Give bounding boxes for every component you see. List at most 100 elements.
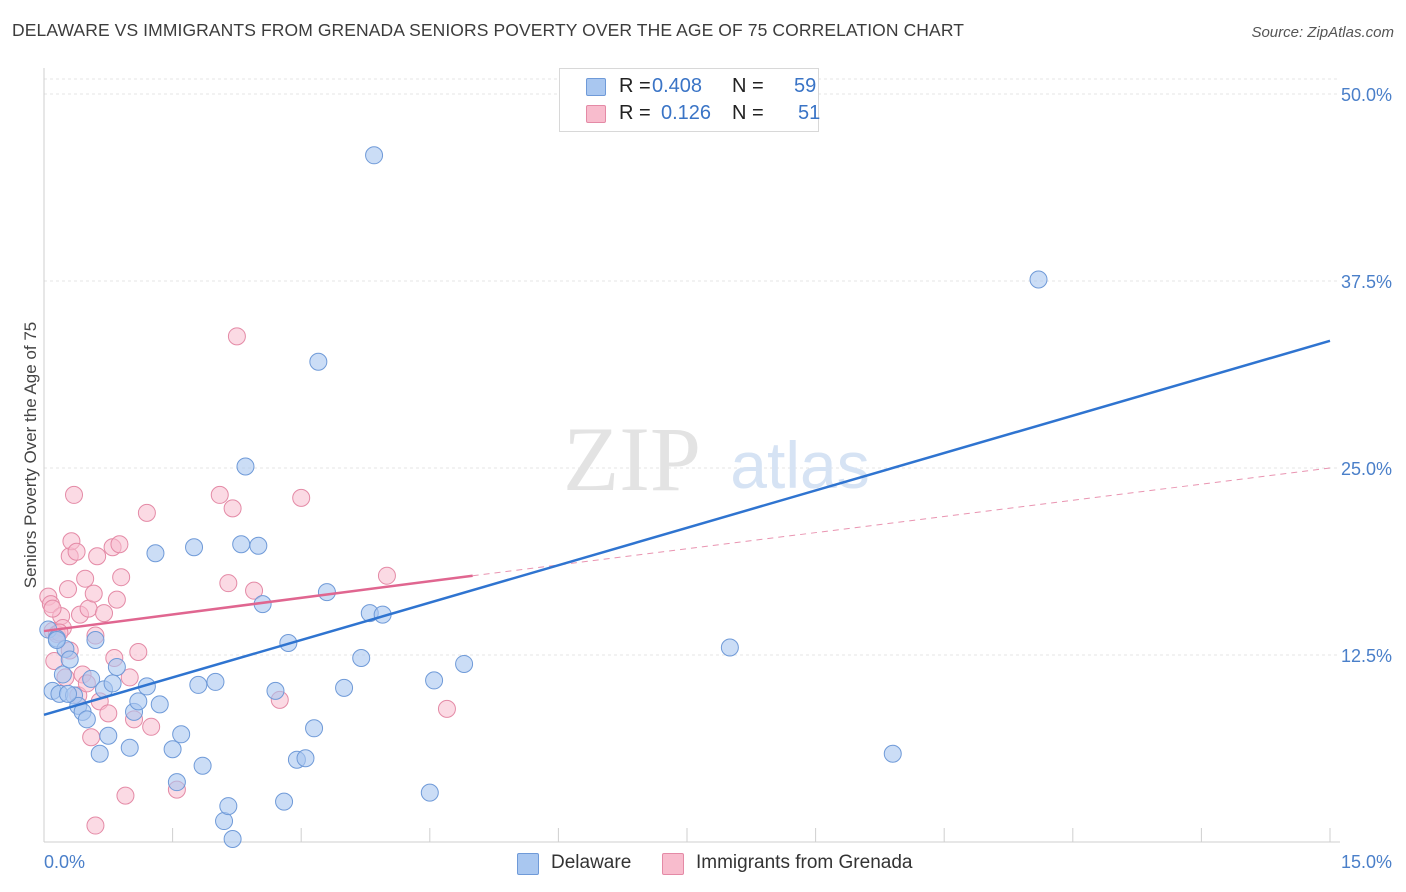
watermark: ZIP atlas [563,408,870,510]
delaware-point [352,648,371,667]
bottom-legend-swatch-delaware [517,853,539,875]
legend-r-value: 0.126 [661,102,712,124]
delaware-point [47,631,66,650]
grenada-point [129,642,148,661]
grenada-point [84,584,103,603]
delaware-point [146,544,165,563]
delaware-point [120,738,139,757]
bottom-legend-swatch-grenada [662,853,684,875]
delaware-point [455,654,474,673]
legend-r-label: R = [619,75,651,97]
delaware-point [425,671,444,690]
legend-r-value: 0.408 [652,75,703,97]
grenada-point [65,485,84,504]
grenada-trend-line [43,574,473,633]
grenada-point [67,542,86,561]
grenada-point [223,499,242,518]
grenada-point [437,699,456,718]
delaware-point [167,773,186,792]
grenada-point [76,569,95,588]
y-tick-label: 25.0% [1341,459,1392,479]
series-delaware-points [39,146,1048,849]
x-tick-label-max: 15.0% [1341,852,1392,872]
grenada-point [116,786,135,805]
delaware-point [223,830,242,849]
x-tick-label-min: 0.0% [44,852,85,872]
delaware-point [82,669,101,688]
series-grenada-points [39,327,456,835]
delaware-point [232,535,251,554]
grenada-point [112,568,131,587]
grenada-point [110,535,129,554]
delaware-point [172,725,191,744]
grenada-point [59,580,78,599]
delaware-point [103,674,122,693]
delaware-point [365,146,384,165]
watermark-atlas: atlas [730,428,869,502]
grenada-point [245,581,264,600]
delaware-point [215,812,234,831]
delaware-point [107,657,126,676]
bottom-legend-label-grenada: Immigrants from Grenada [696,852,913,873]
y-tick-label: 37.5% [1341,272,1392,292]
grenada-point [82,728,101,747]
legend-r-label: R = [619,102,651,124]
y-axis-tick-labels: 12.5% 25.0% 37.5% 50.0% [1341,85,1392,666]
delaware-point [206,672,225,691]
delaware-point [60,650,79,669]
source-label: Source: ZipAtlas.com [1251,24,1394,41]
delaware-point [1029,270,1048,289]
delaware-point [275,792,294,811]
delaware-point [305,719,324,738]
delaware-point [189,675,208,694]
legend-n-value: 59 [794,75,817,97]
grenada-point [88,547,107,566]
delaware-point [99,726,118,745]
legend-n-label: N = [732,102,764,124]
delaware-point [59,684,78,703]
y-axis-label: Seniors Poverty Over the Age of 75 [21,322,40,588]
grenada-point [219,574,238,593]
delaware-point [53,665,72,684]
delaware-point [236,457,255,476]
grenada-point [99,704,118,723]
trend-lines [43,339,1331,717]
bottom-legend-label-delaware: Delaware [551,852,632,873]
legend-swatch-grenada [586,105,606,123]
grenada-trend-dashed [472,467,1331,577]
y-tick-label: 12.5% [1341,646,1392,666]
delaware-point [883,744,902,763]
delaware-point [249,536,268,555]
grenada-point [227,327,246,346]
delaware-point [296,749,315,768]
grenada-point [137,503,156,522]
delaware-point [335,678,354,697]
legend-n-value: 51 [798,102,821,124]
delaware-point [129,692,148,711]
grenada-point [95,604,114,623]
delaware-point [420,783,439,802]
delaware-point [90,744,109,763]
grenada-point [210,485,229,504]
chart-title: DELAWARE VS IMMIGRANTS FROM GRENADA SENI… [12,20,965,40]
x-axis-ticks [43,828,1331,842]
delaware-point [266,681,285,700]
watermark-zip: ZIP [563,408,701,510]
stats-legend: R = 0.408 N = 59 R = 0.126 N = 51 [559,68,821,132]
gridlines [44,78,1340,656]
delaware-point [77,710,96,729]
delaware-point [317,583,336,602]
grenada-point [79,599,98,618]
grenada-point [107,590,126,609]
grenada-point [86,816,105,835]
grenada-point [292,488,311,507]
delaware-point [163,740,182,759]
grenada-point [43,599,62,618]
legend-swatch-delaware [586,78,606,96]
legend-n-label: N = [732,75,764,97]
grenada-point [120,668,139,687]
y-tick-label: 50.0% [1341,85,1392,105]
delaware-point [309,352,328,371]
grenada-point [142,717,161,736]
